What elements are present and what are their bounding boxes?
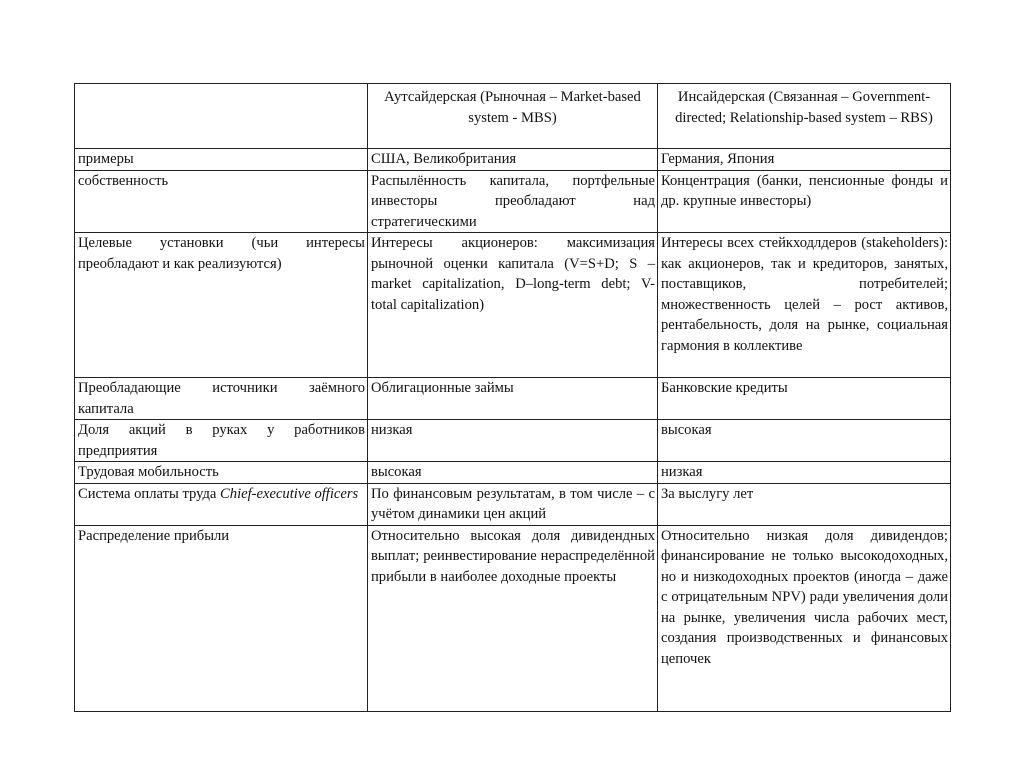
- outsider-cell: Интересы акционеров: максимизация рыночн…: [367, 232, 658, 378]
- row-label: собственность: [74, 169, 368, 233]
- table-row: Трудовая мобильность высокая низкая: [74, 461, 951, 484]
- table-row: Преобладающие источники заёмного капитал…: [74, 377, 951, 420]
- header-row: Аутсайдерская (Рыночная – Market-based s…: [74, 83, 951, 149]
- outsider-cell: Распылённость капитала, портфельные инве…: [367, 169, 658, 233]
- insider-cell: Интересы всех стейкходлдеров (stakeholde…: [657, 232, 951, 378]
- outsider-cell: По финансовым результатам, в том числе –…: [367, 482, 658, 526]
- insider-cell: Банковские кредиты: [657, 377, 951, 420]
- insider-cell: Германия, Япония: [657, 148, 951, 171]
- row-label: Целевые установки (чьи интересы преоблад…: [74, 232, 368, 378]
- insider-cell: низкая: [657, 461, 951, 484]
- table-row: Доля акций в руках у работников предприя…: [74, 419, 951, 462]
- row-label: Преобладающие источники заёмного капитал…: [74, 377, 368, 420]
- row-label: Система оплаты труда Chief-executive off…: [74, 482, 368, 526]
- row-label: Доля акций в руках у работников предприя…: [74, 419, 368, 462]
- outsider-cell: высокая: [367, 461, 658, 484]
- insider-cell: Концентрация (банки, пенсионные фонды и …: [657, 169, 951, 233]
- header-outsider: Аутсайдерская (Рыночная – Market-based s…: [367, 83, 658, 149]
- outsider-cell: Облигационные займы: [367, 377, 658, 420]
- insider-cell: За выслугу лет: [657, 482, 951, 526]
- table-row: собственность Распылённость капитала, по…: [74, 169, 951, 233]
- row-label-italic: Chief-executive officers: [220, 485, 359, 502]
- outsider-cell: низкая: [367, 419, 658, 462]
- row-label: примеры: [74, 148, 368, 171]
- outsider-cell: США, Великобритания: [367, 148, 658, 171]
- row-label-text: Система оплаты труда: [78, 485, 221, 502]
- header-cell-empty: [74, 83, 368, 149]
- row-label: Распределение прибыли: [74, 524, 368, 712]
- insider-cell: высокая: [657, 419, 951, 462]
- row-label: Трудовая мобильность: [74, 461, 368, 484]
- header-insider: Инсайдерская (Связанная – Government-dir…: [657, 83, 951, 149]
- insider-cell: Относительно низкая доля дивидендов; фин…: [657, 524, 951, 712]
- table-row: Распределение прибыли Относительно высок…: [74, 524, 951, 712]
- outsider-cell: Относительно высокая доля дивидендных вы…: [367, 524, 658, 712]
- comparison-table: Аутсайдерская (Рыночная – Market-based s…: [74, 83, 951, 712]
- table-row: Система оплаты труда Chief-executive off…: [74, 482, 951, 526]
- table-row: примеры США, Великобритания Германия, Яп…: [74, 148, 951, 171]
- table-row: Целевые установки (чьи интересы преоблад…: [74, 232, 951, 378]
